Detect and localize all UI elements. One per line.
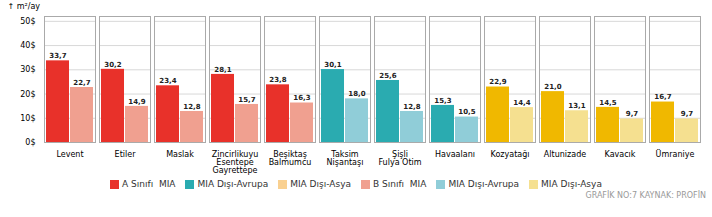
svg-text:13,1: 13,1 <box>568 102 585 110</box>
svg-text:10$: 10$ <box>20 114 35 123</box>
html-text:B Sınıfı MIA: B Sınıfı MIA <box>373 179 427 189</box>
html-text:MIA Dışı-Avrupa: MIA Dışı-Avrupa <box>448 179 520 189</box>
svg-text:0$: 0$ <box>25 138 35 147</box>
svg-text:23,8: 23,8 <box>269 76 286 84</box>
html-text:GRAFİK NO:7 KAYNAK: PROFİN: GRAFİK NO:7 KAYNAK: PROFİN <box>585 191 706 200</box>
svg-text:Altunizade: Altunizade <box>544 150 586 159</box>
svg-text:Havaalanı: Havaalanı <box>435 150 475 159</box>
svg-text:22,7: 22,7 <box>73 79 90 87</box>
svg-text:33,7: 33,7 <box>49 52 66 60</box>
svg-text:18,0: 18,0 <box>348 90 365 98</box>
svg-text:40$: 40$ <box>20 41 35 50</box>
svg-text:BeşiktaşBalmumcu: BeşiktaşBalmumcu <box>269 150 312 167</box>
svg-text:ŞişliFulya Otim: ŞişliFulya Otim <box>378 150 421 167</box>
svg-text:30,1: 30,1 <box>324 61 341 69</box>
svg-text:50$: 50$ <box>20 17 35 26</box>
svg-text:Kozyatağı: Kozyatağı <box>491 150 530 159</box>
svg-text:Maslak: Maslak <box>166 150 194 159</box>
svg-text:25,6: 25,6 <box>379 72 396 80</box>
svg-text:14,4: 14,4 <box>513 99 530 107</box>
svg-text:TaksimNişantaşı: TaksimNişantaşı <box>327 150 364 167</box>
svg-text:9,7: 9,7 <box>681 110 694 118</box>
svg-text:14,5: 14,5 <box>599 99 616 107</box>
svg-text:Kavacık: Kavacık <box>605 150 636 159</box>
svg-text:12,8: 12,8 <box>403 103 420 111</box>
svg-text:9,7: 9,7 <box>626 110 639 118</box>
svg-text:16,7: 16,7 <box>654 93 671 101</box>
svg-text:12,8: 12,8 <box>183 103 200 111</box>
html-text:MIA Dışı-Avrupa: MIA Dışı-Avrupa <box>197 179 269 189</box>
svg-text:23,4: 23,4 <box>159 77 176 85</box>
svg-text:Levent: Levent <box>56 150 83 159</box>
html-text:A Sınıfı MIA: A Sınıfı MIA <box>122 179 176 189</box>
svg-text:14,9: 14,9 <box>128 98 145 106</box>
svg-text:30,2: 30,2 <box>104 61 121 69</box>
svg-text:16,3: 16,3 <box>293 94 310 102</box>
svg-text:15,3: 15,3 <box>434 97 451 105</box>
svg-text:10,5: 10,5 <box>458 108 475 116</box>
svg-text:21,0: 21,0 <box>544 83 561 91</box>
svg-text:22,9: 22,9 <box>489 78 506 86</box>
svg-text:ZincirlikuyuEsentepeGayrettepe: ZincirlikuyuEsentepeGayrettepe <box>212 150 258 175</box>
html-text:MIA Dışı-Asya: MIA Dışı-Asya <box>290 179 351 189</box>
svg-text:30$: 30$ <box>20 65 35 74</box>
svg-text:Ümraniye: Ümraniye <box>656 149 695 159</box>
svg-text:15,7: 15,7 <box>238 96 255 104</box>
svg-text:28,1: 28,1 <box>214 66 231 74</box>
svg-text:20$: 20$ <box>20 90 35 99</box>
svg-text:↑ m²/ay: ↑ m²/ay <box>8 2 41 11</box>
html-text:MIA Dışı-Asya: MIA Dışı-Asya <box>541 179 602 189</box>
svg-text:Etiler: Etiler <box>115 150 137 159</box>
